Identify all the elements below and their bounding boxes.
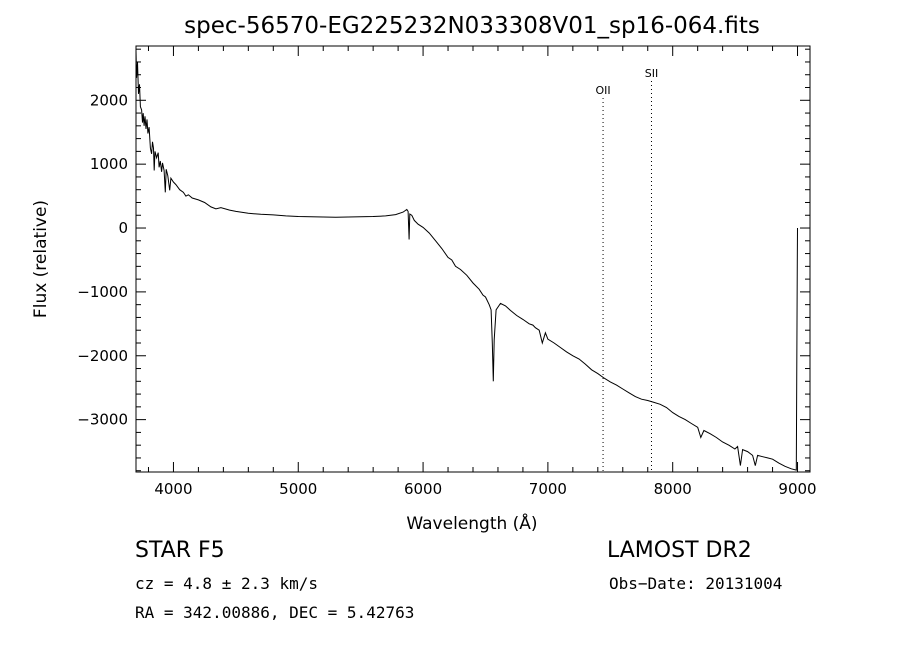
- x-tick-label: 9000: [778, 480, 816, 498]
- x-tick-label: 4000: [154, 480, 192, 498]
- annotation-label: OII: [595, 84, 610, 97]
- chart-title: spec-56570-EG225232N033308V01_sp16-064.f…: [184, 13, 760, 39]
- axis-ticks: 4000 5000 6000 7000 8000 9000 −3000 −2000 −1000 0…: [77, 46, 817, 498]
- y-tick-label: −1000: [77, 283, 128, 301]
- x-tick-label: 5000: [279, 480, 317, 498]
- annotation-label: SII: [645, 67, 658, 80]
- x-tick-label: 6000: [404, 480, 442, 498]
- obs-date: Obs−Date: 20131004: [609, 574, 783, 593]
- survey-name: LAMOST DR2: [607, 538, 752, 563]
- y-tick-label: −2000: [77, 347, 128, 365]
- x-axis-label: Wavelength (Å): [406, 512, 537, 534]
- redshift-cz: cz = 4.8 ± 2.3 km/s: [135, 574, 319, 593]
- y-tick-label: 1000: [90, 155, 128, 173]
- object-class: STAR F5: [135, 538, 225, 563]
- plot-frame: [135, 45, 811, 473]
- spectrum-line: [135, 50, 798, 471]
- y-tick-label: −3000: [77, 411, 128, 429]
- x-tick-label: 7000: [529, 480, 567, 498]
- y-tick-label: 2000: [90, 91, 128, 109]
- line-annotations: OII SII: [595, 67, 658, 472]
- ra-dec-coords: RA = 342.00886, DEC = 5.42763: [135, 603, 415, 622]
- x-tick-label: 8000: [654, 480, 692, 498]
- y-axis-label: Flux (relative): [31, 200, 51, 318]
- y-tick-label: 0: [118, 219, 128, 237]
